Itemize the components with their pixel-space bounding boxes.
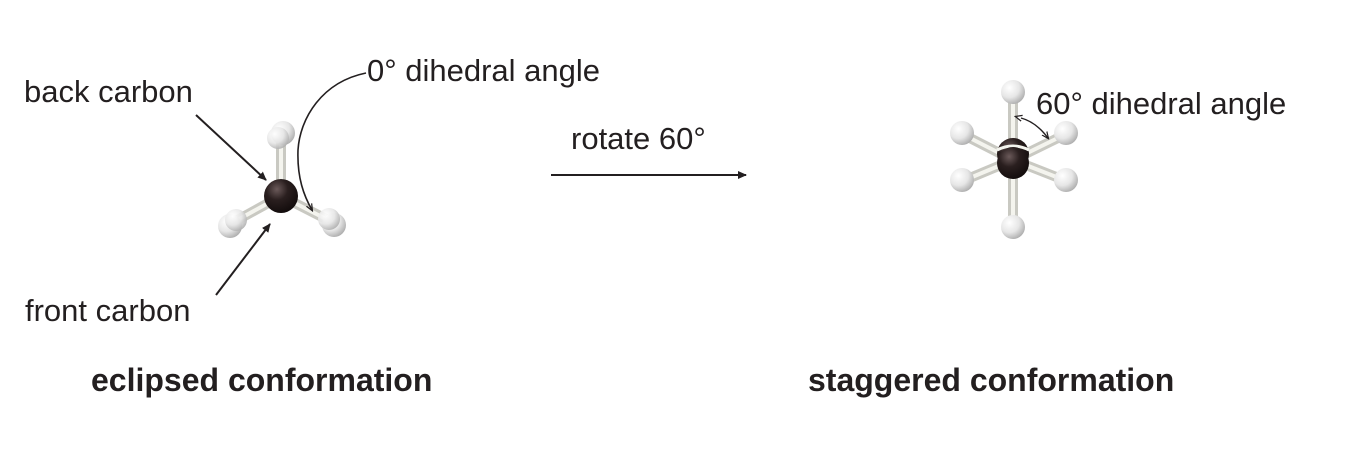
hydrogen-atom-top (1001, 80, 1025, 104)
dihedral-curved-arrow (297, 72, 367, 210)
rotate-label: rotate 60° (571, 121, 706, 156)
eclipsed-dihedral-label: 0° dihedral angle (367, 53, 601, 88)
carbon-atom (264, 179, 298, 213)
front-carbon-label: front carbon (25, 293, 191, 328)
hydrogen-atom-upper-left (950, 121, 974, 145)
back-carbon-arrow (195, 114, 267, 181)
staggered-molecule (950, 80, 1078, 239)
hydrogen-atom-lower-right (1054, 168, 1078, 192)
hydrogen-atom-bottom (1001, 215, 1025, 239)
staggered-caption: staggered conformation (808, 362, 1175, 398)
eclipsed-caption: eclipsed conformation (91, 362, 433, 398)
back-carbon-label: back carbon (24, 74, 193, 109)
front-carbon-arrow (215, 223, 271, 296)
hydrogen-atom-upper-right (1054, 121, 1078, 145)
hydrogen-atom-top-front (267, 127, 289, 149)
eclipsed-molecule (218, 121, 346, 238)
hydrogen-atom-lower-left (950, 168, 974, 192)
hydrogen-atom-right-front (318, 208, 340, 230)
staggered-dihedral-label: 60° dihedral angle (1036, 86, 1287, 121)
hydrogen-atom-left-front (225, 209, 247, 231)
dihedral-double-arrow (1021, 118, 1048, 138)
front-carbon-atom (997, 147, 1029, 179)
